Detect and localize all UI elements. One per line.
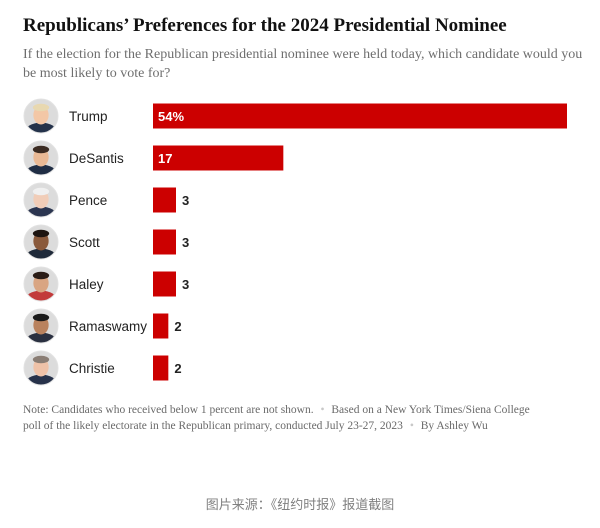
chart-subtitle: If the election for the Republican presi… bbox=[23, 47, 583, 81]
ramaswamy-portrait-icon bbox=[23, 308, 59, 344]
desantis-portrait-icon bbox=[23, 140, 59, 176]
pence-portrait-icon bbox=[23, 182, 59, 218]
bar bbox=[153, 355, 169, 381]
source-text: Based on a New York Times/Siena College … bbox=[23, 404, 530, 432]
scott-portrait-icon bbox=[23, 224, 59, 260]
christie-portrait-icon bbox=[23, 350, 59, 386]
haley-portrait-icon bbox=[23, 266, 59, 302]
image-caption: 图片来源：《纽约时报》报道截图 bbox=[205, 498, 395, 513]
category-label: Trump bbox=[69, 109, 108, 124]
data-label: 3 bbox=[182, 193, 189, 208]
bar-row: Christie 2 bbox=[23, 350, 182, 386]
byline: By Ashley Wu bbox=[420, 420, 488, 432]
bar-row: Pence 3 bbox=[23, 182, 189, 218]
bar-row: Ramaswamy 2 bbox=[23, 308, 182, 344]
chart-title: Republicans’ Preferences for the 2024 Pr… bbox=[23, 15, 507, 36]
bar bbox=[153, 271, 176, 297]
data-label: 54% bbox=[158, 109, 184, 124]
data-label: 2 bbox=[174, 361, 181, 376]
bar-row: Haley 3 bbox=[23, 266, 189, 302]
data-label: 2 bbox=[174, 319, 181, 334]
bar bbox=[153, 103, 567, 129]
bar-row: Trump 54% bbox=[23, 98, 567, 134]
category-label: Ramaswamy bbox=[69, 319, 147, 334]
data-label: 3 bbox=[182, 235, 189, 250]
trump-portrait-icon bbox=[23, 98, 59, 134]
category-label: Haley bbox=[69, 277, 104, 292]
category-label: DeSantis bbox=[69, 151, 124, 166]
bar-row: Scott 3 bbox=[23, 224, 189, 260]
category-label: Scott bbox=[69, 235, 100, 250]
bar bbox=[153, 313, 169, 339]
chart-note: Note: Candidates who received below 1 pe… bbox=[23, 402, 548, 434]
note-separator: • bbox=[320, 404, 325, 416]
category-label: Christie bbox=[69, 361, 115, 376]
bar bbox=[153, 229, 176, 255]
bar-row: DeSantis 17 bbox=[23, 140, 284, 176]
bar-chart: Trump 54% DeSantis 17 Pence 3 Scott 3 Haley 3 Rama… bbox=[23, 98, 567, 386]
bar bbox=[153, 145, 284, 171]
bar bbox=[153, 187, 176, 213]
data-label: 17 bbox=[158, 151, 172, 166]
byline-separator: • bbox=[409, 420, 414, 432]
note-text: Note: Candidates who received below 1 pe… bbox=[23, 404, 314, 416]
category-label: Pence bbox=[69, 193, 107, 208]
data-label: 3 bbox=[182, 277, 189, 292]
